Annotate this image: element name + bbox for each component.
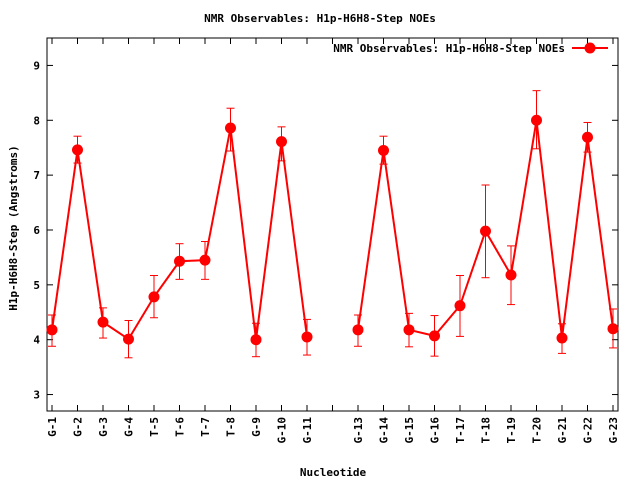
x-tick-label: G-14	[378, 417, 391, 444]
legend: NMR Observables: H1p-H6H8-Step NOEs	[333, 42, 608, 55]
data-point	[46, 324, 58, 336]
data-point	[378, 144, 389, 156]
axis-ticks: 3 4 5 6 7 8 9 G-1 G-2 G-3 G-4 T-5 T-6 T-7 T-8 G-9 G-10 G-…	[33, 38, 620, 444]
data-point	[480, 225, 491, 237]
y-tick-label: 4	[33, 334, 40, 347]
x-tick-label: G-22	[582, 417, 595, 444]
data-point	[403, 324, 415, 336]
data-point	[454, 300, 466, 312]
data-point	[225, 122, 236, 134]
x-tick-label: G-23	[607, 417, 620, 444]
x-tick-label: T-5	[148, 417, 161, 437]
plot-frame	[46, 37, 619, 412]
x-tick-label: G-16	[429, 417, 442, 444]
data-point	[531, 114, 542, 126]
x-tick-label: T-8	[225, 417, 238, 437]
data-point	[174, 255, 185, 267]
x-tick-label: G-11	[301, 417, 314, 444]
data-point	[301, 331, 313, 343]
data-series	[46, 90, 619, 359]
x-tick-label: G-1	[46, 417, 59, 437]
y-tick-label: 6	[33, 224, 40, 237]
x-tick-label: G-13	[352, 417, 365, 444]
y-tick-label: 5	[33, 279, 40, 292]
x-tick-label: G-2	[72, 417, 85, 437]
x-axis-label: Nucleotide	[300, 466, 367, 479]
x-tick-label: G-4	[123, 417, 136, 437]
y-axis-label: H1p-H6H8-Step (Angstroms)	[7, 145, 20, 311]
data-point	[276, 136, 287, 148]
legend-label: NMR Observables: H1p-H6H8-Step NOEs	[333, 42, 565, 55]
chart-title: NMR Observables: H1p-H6H8-Step NOEs	[204, 12, 436, 25]
x-tick-label: G-21	[556, 417, 569, 444]
y-tick-label: 9	[33, 59, 40, 72]
data-point	[582, 131, 593, 143]
data-point	[123, 333, 134, 345]
y-tick-label: 7	[33, 169, 40, 182]
data-point	[148, 291, 160, 303]
data-point	[607, 323, 619, 335]
x-tick-label: T-18	[480, 417, 493, 444]
x-tick-label: T-6	[174, 417, 187, 437]
x-tick-label: T-17	[454, 417, 467, 444]
x-tick-label: T-19	[505, 417, 518, 444]
data-point	[352, 324, 364, 336]
data-point	[72, 144, 83, 156]
data-point	[556, 332, 568, 344]
data-point	[250, 334, 262, 346]
x-tick-label: T-7	[199, 417, 212, 437]
legend-marker	[584, 42, 596, 54]
data-point	[505, 269, 517, 281]
x-tick-label: G-9	[250, 417, 263, 437]
x-tick-label: G-3	[97, 417, 110, 437]
series-line	[51, 127, 308, 341]
y-tick-label: 8	[33, 114, 40, 127]
x-tick-label: G-10	[276, 417, 289, 444]
data-point	[199, 254, 211, 266]
data-point	[429, 330, 440, 342]
data-point	[97, 316, 109, 328]
x-tick-label: G-15	[403, 417, 416, 444]
x-tick-label: T-20	[531, 417, 544, 444]
y-tick-label: 3	[33, 389, 40, 402]
